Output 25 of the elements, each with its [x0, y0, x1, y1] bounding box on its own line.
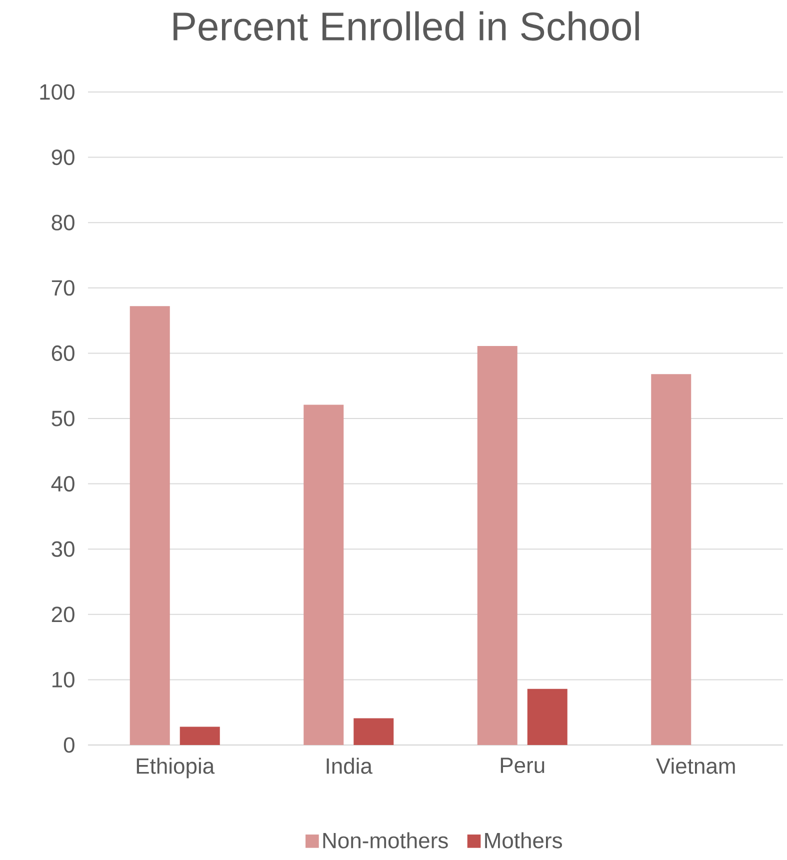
y-tick-label: 20 — [52, 606, 74, 622]
y-tick-label: 80 — [52, 214, 74, 230]
y-tick-label: 70 — [52, 280, 74, 296]
x-tick-label: Vietnam — [656, 758, 735, 774]
bar — [180, 726, 220, 745]
x-tick-label: Ethiopia — [136, 758, 215, 778]
legend-label: Mothers — [485, 832, 562, 848]
y-tick-label: 60 — [52, 345, 74, 361]
x-tick-label: Peru — [500, 758, 544, 774]
legend-label: Non-mothers — [323, 832, 448, 848]
y-tick-label: 0 — [64, 737, 74, 753]
bar — [477, 346, 518, 745]
bar — [527, 688, 568, 745]
y-tick-label: 90 — [52, 150, 74, 166]
bar — [130, 306, 170, 745]
y-tick-label: 30 — [52, 541, 74, 557]
y-tick-label: 40 — [51, 476, 74, 492]
x-tick-label: India — [326, 758, 372, 774]
y-tick-label: 10 — [52, 672, 74, 688]
y-tick-label: 50 — [52, 410, 74, 426]
bar — [651, 374, 692, 745]
y-tick-label: 100 — [40, 84, 74, 100]
chart-title: Percent Enrolled in School — [174, 11, 639, 41]
bar — [354, 718, 394, 745]
bar — [304, 404, 344, 745]
